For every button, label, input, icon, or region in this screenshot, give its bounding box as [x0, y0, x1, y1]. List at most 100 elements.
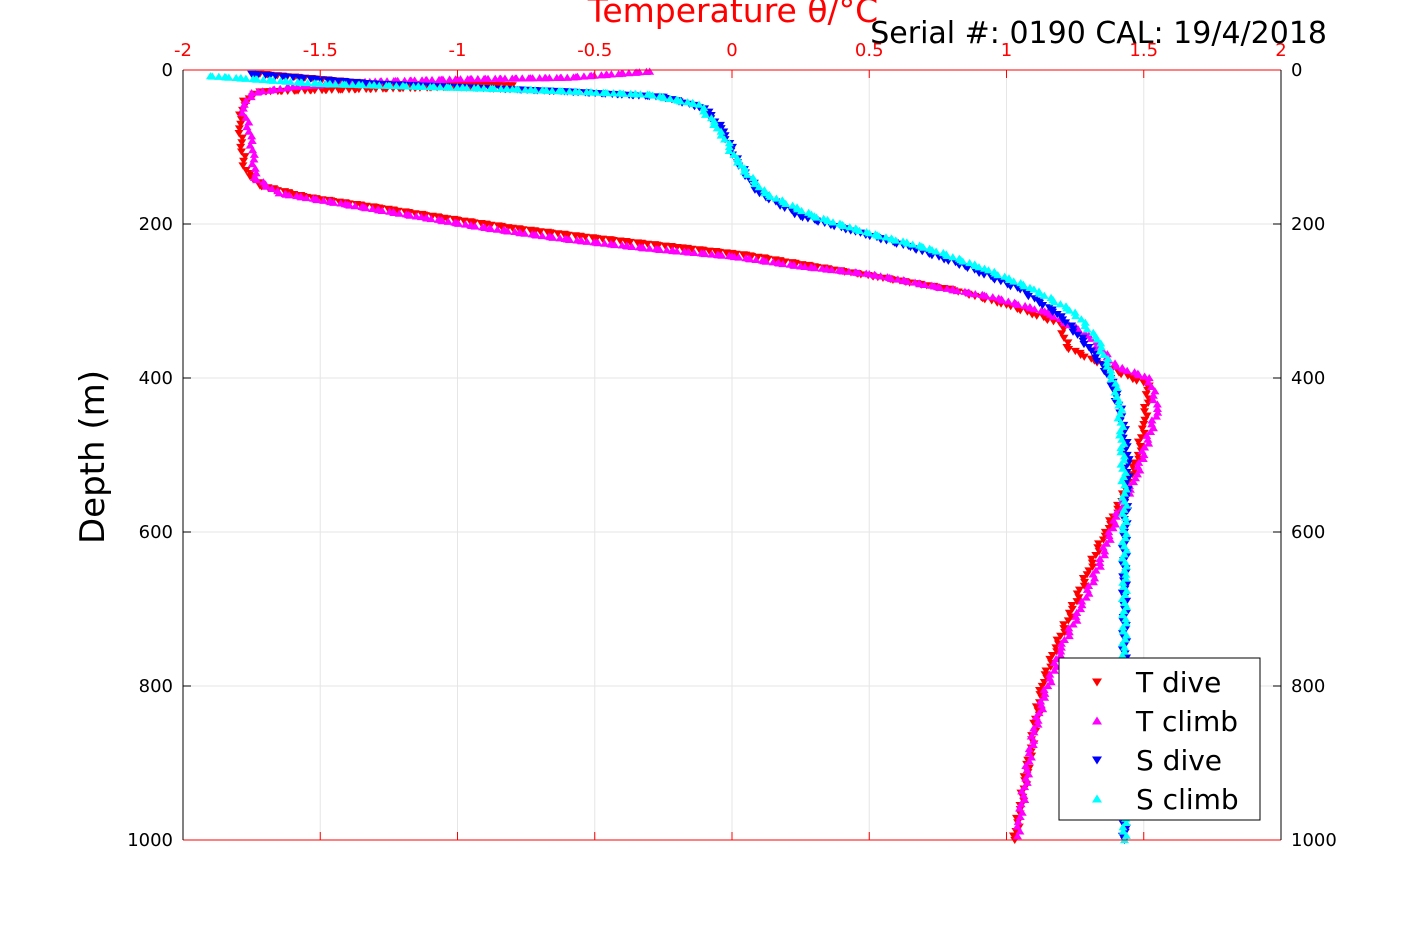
data-point	[1013, 817, 1023, 825]
data-point	[298, 75, 308, 83]
data-point	[1095, 347, 1105, 355]
data-point	[1094, 540, 1104, 548]
data-point	[249, 150, 259, 158]
data-point	[771, 194, 781, 202]
data-point	[732, 154, 742, 162]
data-point	[1106, 366, 1116, 374]
data-point	[1147, 416, 1157, 424]
data-point	[1104, 531, 1114, 539]
data-point	[237, 139, 247, 147]
y-axis-title: Depth (m)	[73, 370, 113, 544]
data-point	[301, 193, 311, 202]
data-point	[1059, 621, 1069, 629]
data-point	[1144, 439, 1154, 447]
data-point	[881, 233, 891, 241]
data-point	[207, 72, 217, 80]
data-point	[1087, 559, 1097, 567]
data-point	[1139, 403, 1149, 412]
data-point	[410, 210, 420, 218]
data-point	[1090, 574, 1100, 582]
data-point	[1096, 343, 1106, 351]
data-point	[704, 247, 714, 255]
data-point	[463, 75, 473, 83]
data-point	[1067, 602, 1077, 610]
data-point	[688, 99, 698, 107]
data-point	[1118, 525, 1128, 534]
data-point	[1135, 443, 1145, 451]
data-point	[1114, 397, 1124, 405]
data-point	[1056, 651, 1066, 659]
data-point	[1020, 795, 1030, 803]
data-point	[1116, 371, 1126, 379]
data-point	[238, 162, 248, 170]
data-point	[531, 231, 541, 239]
data-point	[759, 186, 769, 194]
data-point	[627, 242, 637, 250]
data-point	[298, 82, 308, 90]
data-point	[1080, 318, 1090, 326]
data-point	[391, 81, 401, 90]
data-point	[1073, 331, 1083, 339]
data-point	[1100, 551, 1110, 559]
data-point	[763, 255, 773, 263]
data-point	[1118, 823, 1128, 831]
data-point	[1064, 609, 1074, 617]
data-point	[886, 274, 896, 282]
data-point	[1086, 334, 1096, 342]
data-point	[1039, 685, 1049, 693]
data-point	[454, 219, 464, 227]
data-point	[393, 207, 403, 215]
data-point	[327, 77, 337, 85]
data-point	[717, 251, 727, 259]
data-point	[435, 83, 445, 91]
data-point	[610, 240, 620, 249]
data-point	[1061, 319, 1071, 327]
data-point	[655, 245, 665, 253]
data-point	[659, 93, 669, 102]
data-point	[1049, 666, 1059, 674]
data-point	[348, 80, 358, 88]
data-point	[1056, 632, 1066, 640]
data-point	[1114, 401, 1124, 409]
data-point	[1079, 353, 1089, 361]
data-point	[1086, 347, 1096, 355]
data-point	[253, 71, 263, 79]
data-point	[1056, 643, 1066, 651]
data-point	[345, 201, 355, 209]
data-point	[700, 110, 710, 118]
data-point	[811, 213, 821, 221]
data-point	[974, 263, 984, 271]
data-point	[282, 84, 292, 92]
data-point	[1064, 624, 1074, 632]
data-point	[1021, 774, 1031, 782]
data-point	[461, 220, 471, 228]
data-point	[778, 259, 788, 268]
data-point	[1028, 740, 1038, 748]
data-point	[1045, 670, 1055, 678]
data-point	[614, 69, 624, 78]
data-point	[462, 83, 472, 92]
data-point	[997, 296, 1007, 304]
data-point	[333, 77, 343, 85]
data-point	[1099, 350, 1109, 359]
data-point	[1092, 357, 1102, 365]
data-point	[1043, 681, 1053, 690]
data-point	[535, 74, 545, 82]
data-point	[864, 270, 874, 278]
y-tick-label-left: 400	[139, 368, 173, 389]
data-point	[874, 232, 884, 240]
data-point	[1088, 563, 1098, 571]
data-point	[1055, 300, 1065, 308]
data-point	[1121, 529, 1131, 538]
data-point	[459, 217, 469, 225]
y-tick-label-left: 200	[139, 214, 173, 235]
data-point	[854, 269, 864, 277]
x-tick-label: -0.5	[577, 40, 612, 61]
data-point	[1064, 306, 1074, 314]
data-point	[1052, 636, 1062, 644]
data-point	[1119, 452, 1129, 460]
data-point	[931, 247, 941, 255]
data-point	[740, 164, 750, 172]
data-point	[876, 272, 886, 280]
data-point	[1016, 800, 1026, 808]
